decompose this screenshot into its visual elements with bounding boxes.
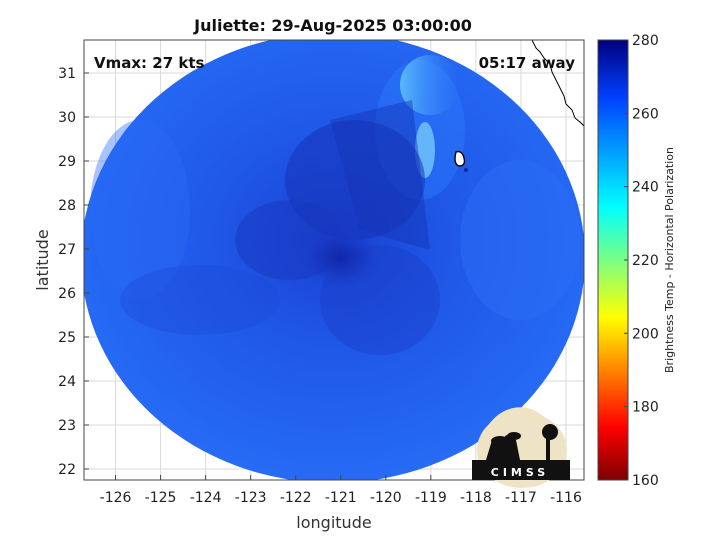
x-tick-label: -117 [505, 490, 537, 506]
x-tick-label: -124 [190, 490, 222, 506]
y-tick-label: 26 [58, 286, 76, 302]
plot-frame [83, 39, 585, 481]
logo-text: CIMSS [491, 466, 549, 479]
swath-light-patch [400, 55, 460, 115]
y-tick-label: 30 [58, 110, 76, 126]
x-tick-label: -121 [325, 490, 357, 506]
vmax-annotation: Vmax: 27 kts [94, 54, 204, 72]
x-tick-label: -120 [370, 490, 402, 506]
y-tick-label: 24 [58, 374, 76, 390]
x-axis-label: longitude [296, 513, 371, 532]
x-tick-label: -118 [460, 490, 492, 506]
y-tick-label: 29 [58, 154, 76, 170]
colorbar-ticks: 160 180 200 220 240 260 280 [624, 33, 659, 489]
colorbar-tick-label: 160 [632, 473, 659, 489]
y-axis: 22 23 24 25 26 27 28 29 30 31 [58, 66, 89, 478]
coastline [531, 40, 584, 127]
colorbar-tick-label: 280 [632, 33, 659, 49]
colorbar-tick-label: 220 [632, 253, 659, 269]
y-tick-label: 22 [58, 462, 76, 478]
x-tick-label: -126 [100, 490, 132, 506]
x-tick-label: -116 [550, 490, 582, 506]
swath-dark-band [120, 265, 280, 335]
y-axis-label: latitude [33, 229, 52, 290]
y-tick-label: 28 [58, 198, 76, 214]
time-away-annotation: 05:17 away [479, 54, 576, 72]
chart-title: Juliette: 29-Aug-2025 03:00:00 [193, 16, 472, 35]
swath-light-patch [460, 160, 580, 320]
colorbar-tick-label: 260 [632, 106, 659, 122]
swath-dark-sector [330, 100, 430, 250]
x-tick-label: -122 [280, 490, 312, 506]
y-tick-label: 31 [58, 66, 76, 82]
island-outline [454, 150, 466, 167]
x-tick-label: -125 [145, 490, 177, 506]
y-tick-label: 23 [58, 418, 76, 434]
colorbar [597, 39, 629, 481]
island-dot [464, 168, 468, 172]
cimss-logo: CIMSS [472, 407, 570, 488]
x-axis: -126 -125 -124 -123 -122 -121 -120 -119 -118 -117… [100, 475, 582, 506]
colorbar-label: Brightness Temp - Horizontal Polarizatio… [663, 147, 676, 373]
y-tick-label: 27 [58, 242, 76, 258]
x-tick-label: -123 [235, 490, 267, 506]
swath-light-patch [90, 120, 190, 300]
x-tick-label: -119 [415, 490, 447, 506]
cold-core [300, 227, 381, 288]
colorbar-tick-label: 200 [632, 326, 659, 342]
colorbar-tick-label: 180 [632, 400, 659, 416]
colorbar-tick-label: 240 [632, 180, 659, 196]
y-tick-label: 25 [58, 330, 76, 346]
